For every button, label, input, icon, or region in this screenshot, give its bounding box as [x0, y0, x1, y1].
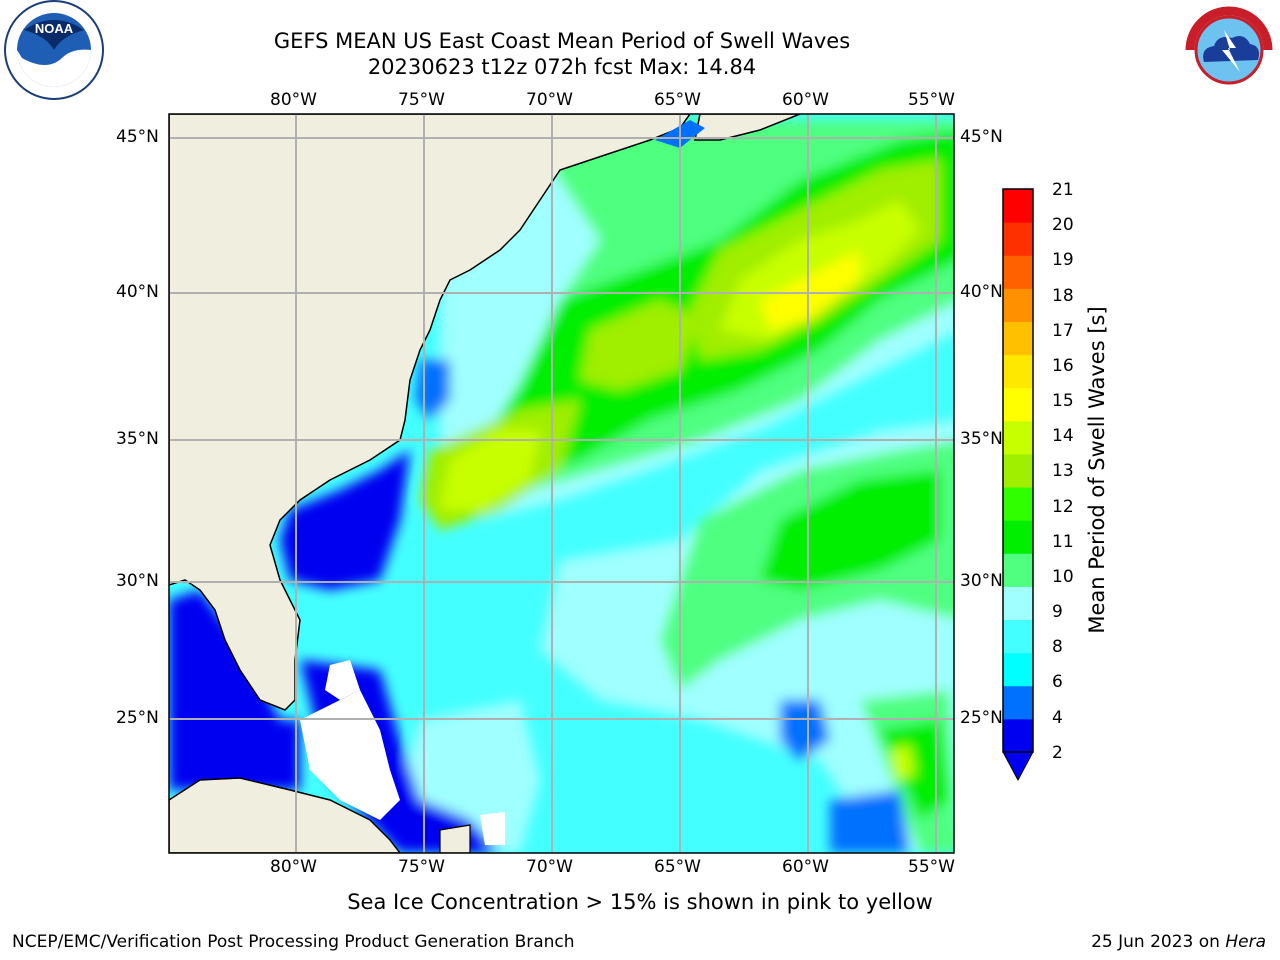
chart-subtitle: 20230623 t12z 072h fcst Max: 14.84	[367, 55, 757, 79]
lon-label-bottom: 65°W	[654, 857, 701, 877]
colorbar-title: Mean Period of Swell Waves [s]	[1085, 306, 1109, 634]
colorbar-segment	[1003, 685, 1033, 720]
noaa-logo: NOAA	[4, 0, 104, 100]
colorbar-tick: 16	[1052, 356, 1074, 376]
colorbar-segment	[1003, 453, 1033, 488]
lon-label-bottom: 60°W	[782, 857, 829, 877]
footer-host: Hera	[1225, 932, 1266, 952]
lat-label-right: 30°N	[960, 571, 1003, 591]
colorbar-tick: 2	[1052, 743, 1063, 763]
colorbar-tick: 19	[1052, 250, 1074, 270]
colorbar-tick: 17	[1052, 321, 1074, 341]
colorbar-segment	[1003, 255, 1033, 289]
lon-label-top: 65°W	[654, 90, 701, 110]
colorbar	[1002, 188, 1034, 782]
colorbar-segment	[1003, 553, 1033, 587]
colorbar-segment	[1003, 288, 1033, 322]
colorbar-tick: 13	[1052, 461, 1074, 481]
colorbar-segment	[1003, 321, 1033, 356]
sea-ice-note: Sea Ice Concentration > 15% is shown in …	[347, 890, 933, 914]
footer-date-text: 25 Jun 2023 on	[1091, 932, 1220, 952]
colorbar-segment	[1003, 718, 1033, 753]
lon-label-bottom: 55°W	[908, 857, 955, 877]
colorbar-tick: 9	[1052, 602, 1063, 622]
colorbar-segment	[1003, 520, 1033, 554]
colorbar-tick: 12	[1052, 497, 1074, 517]
map-frame	[168, 113, 955, 854]
colorbar-tick: 20	[1052, 215, 1074, 235]
lat-label-right: 35°N	[960, 429, 1003, 449]
lat-label-right: 25°N	[960, 708, 1003, 728]
lon-label-top: 60°W	[782, 90, 829, 110]
colorbar-tick: 4	[1052, 708, 1063, 728]
colorbar-segment	[1003, 586, 1033, 621]
lon-label-bottom: 80°W	[270, 857, 317, 877]
colorbar-tick: 6	[1052, 672, 1063, 692]
nws-logo	[1181, 2, 1277, 98]
map-field	[169, 114, 954, 853]
lon-label-top: 80°W	[270, 90, 317, 110]
colorbar-segment	[1003, 189, 1033, 223]
lon-label-bottom: 75°W	[398, 857, 445, 877]
colorbar-segment	[1003, 222, 1033, 256]
lat-label-left: 45°N	[116, 127, 159, 147]
svg-text:NOAA: NOAA	[35, 21, 74, 36]
map-grid	[169, 114, 954, 853]
lat-label-left: 35°N	[116, 429, 159, 449]
colorbar-segment	[1003, 354, 1033, 389]
colorbar-tick: 18	[1052, 286, 1074, 306]
colorbar-tick: 15	[1052, 391, 1074, 411]
colorbar-tick: 21	[1052, 180, 1074, 200]
lat-label-left: 30°N	[116, 571, 159, 591]
lat-label-left: 40°N	[116, 282, 159, 302]
colorbar-segment	[1003, 619, 1033, 654]
lon-label-bottom: 70°W	[526, 857, 573, 877]
footer-date: 25 Jun 2023 on Hera	[1091, 932, 1266, 952]
footer-credit: NCEP/EMC/Verification Post Processing Pr…	[12, 932, 575, 952]
lon-label-top: 75°W	[398, 90, 445, 110]
colorbar-tick: 11	[1052, 532, 1074, 552]
lat-label-right: 40°N	[960, 282, 1003, 302]
colorbar-segment	[1003, 387, 1033, 422]
lat-label-right: 45°N	[960, 127, 1003, 147]
lon-label-top: 55°W	[908, 90, 955, 110]
colorbar-tick: 8	[1052, 637, 1063, 657]
colorbar-segment	[1003, 420, 1033, 455]
lon-label-top: 70°W	[526, 90, 573, 110]
colorbar-tick: 14	[1052, 426, 1074, 446]
colorbar-segment	[1003, 652, 1033, 687]
lat-label-left: 25°N	[116, 708, 159, 728]
colorbar-tick: 10	[1052, 567, 1074, 587]
colorbar-segment	[1003, 487, 1033, 521]
chart-title: GEFS MEAN US East Coast Mean Period of S…	[273, 29, 851, 53]
